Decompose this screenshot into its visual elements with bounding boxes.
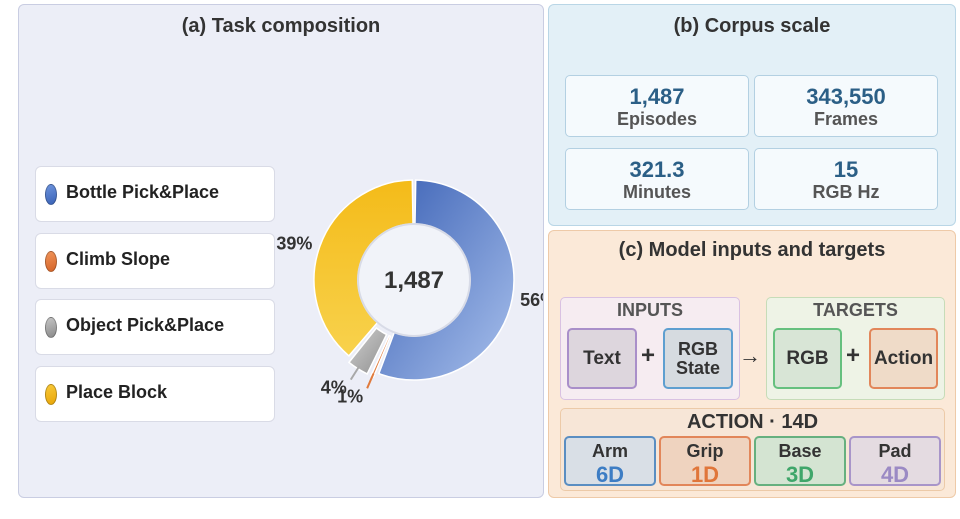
stat-card-frames: 343,550 Frames <box>754 75 938 137</box>
gray-dot-icon <box>45 317 57 338</box>
leader-line <box>366 373 375 389</box>
donut-center-label: 1,487 <box>384 267 444 294</box>
rgb-state-input-token: RGB State <box>663 328 733 389</box>
stat-label: RGB Hz <box>812 182 880 202</box>
legend-label: Place Block <box>66 382 168 402</box>
stat-value: 321.3 <box>629 157 685 182</box>
stat-card-minutes: 321.3 Minutes <box>565 148 749 210</box>
legend-label: Object Pick&Place <box>66 315 225 335</box>
yellow-dot-icon <box>45 384 57 405</box>
inputs-title: INPUTS <box>616 300 683 320</box>
orange-dot-icon <box>45 251 57 272</box>
dim-value: 6D <box>595 462 625 487</box>
stat-label: Minutes <box>622 182 691 202</box>
arrow-icon: → <box>739 343 761 368</box>
dim-name: Arm <box>591 441 628 461</box>
donut-center <box>357 223 471 337</box>
stat-card-episodes: 1,487 Episodes <box>565 75 749 137</box>
legend-item-object-pick-place: Object Pick&Place <box>35 299 275 355</box>
dim-card-base: Base 3D <box>754 436 846 487</box>
dim-value: 3D <box>785 462 815 487</box>
stat-label: Frames <box>813 109 879 129</box>
dim-value: 4D <box>880 462 910 487</box>
text-input-token: Text <box>567 328 637 389</box>
dim-card-arm: Arm 6D <box>564 436 656 487</box>
dim-card-pad: Pad 4D <box>849 436 941 487</box>
legend-item-bottle-pick-place: Bottle Pick&Place <box>35 166 275 222</box>
stat-label: Episodes <box>616 109 698 129</box>
targets-plus-operator: + <box>846 342 861 369</box>
slice-percent-label: 39% <box>276 233 312 253</box>
model-io-panel: (c) Model inputs and targets INPUTS Text… <box>548 230 956 498</box>
dim-card-grip: Grip 1D <box>659 436 751 487</box>
task-donut-chart: 1,487 56% 1%4% 39% <box>276 179 543 406</box>
leader-line <box>349 365 361 381</box>
dim-name: Grip <box>686 441 724 461</box>
legend-item-place-block: Place Block <box>35 366 275 422</box>
dim-value: 1D <box>690 462 720 487</box>
dim-name: Pad <box>878 441 912 461</box>
inputs-plus-operator: + <box>641 342 656 369</box>
slice-object-pick-place <box>347 326 388 375</box>
slice-percent-label: 4% <box>321 378 347 398</box>
corpus-scale-title: (b) Corpus scale <box>673 15 831 37</box>
action-title: ACTION · 14D <box>686 411 819 433</box>
stat-value: 15 <box>833 157 859 182</box>
task-composition-panel: (a) Task composition Bottle Pick&Place C… <box>18 4 544 498</box>
legend-item-climb-slope: Climb Slope <box>35 233 275 289</box>
legend-label: Climb Slope <box>66 249 171 269</box>
stat-card-rgb-hz: 15 RGB Hz <box>754 148 938 210</box>
targets-title: TARGETS <box>813 300 898 320</box>
model-io-title: (c) Model inputs and targets <box>618 239 886 261</box>
slice-percent-label: 56% <box>520 290 543 310</box>
dim-name: Base <box>778 441 822 461</box>
legend-label: Bottle Pick&Place <box>66 182 220 202</box>
stat-value: 1,487 <box>629 84 685 109</box>
stat-value: 343,550 <box>806 84 886 109</box>
blue-dot-icon <box>45 184 57 205</box>
action-target-token: Action <box>869 328 938 389</box>
corpus-scale-panel: (b) Corpus scale 1,487 Episodes 343,550 … <box>548 4 956 226</box>
rgb-target-token: RGB <box>773 328 842 389</box>
task-composition-title: (a) Task composition <box>181 15 381 37</box>
slice-percent-label: 1% <box>337 386 363 406</box>
